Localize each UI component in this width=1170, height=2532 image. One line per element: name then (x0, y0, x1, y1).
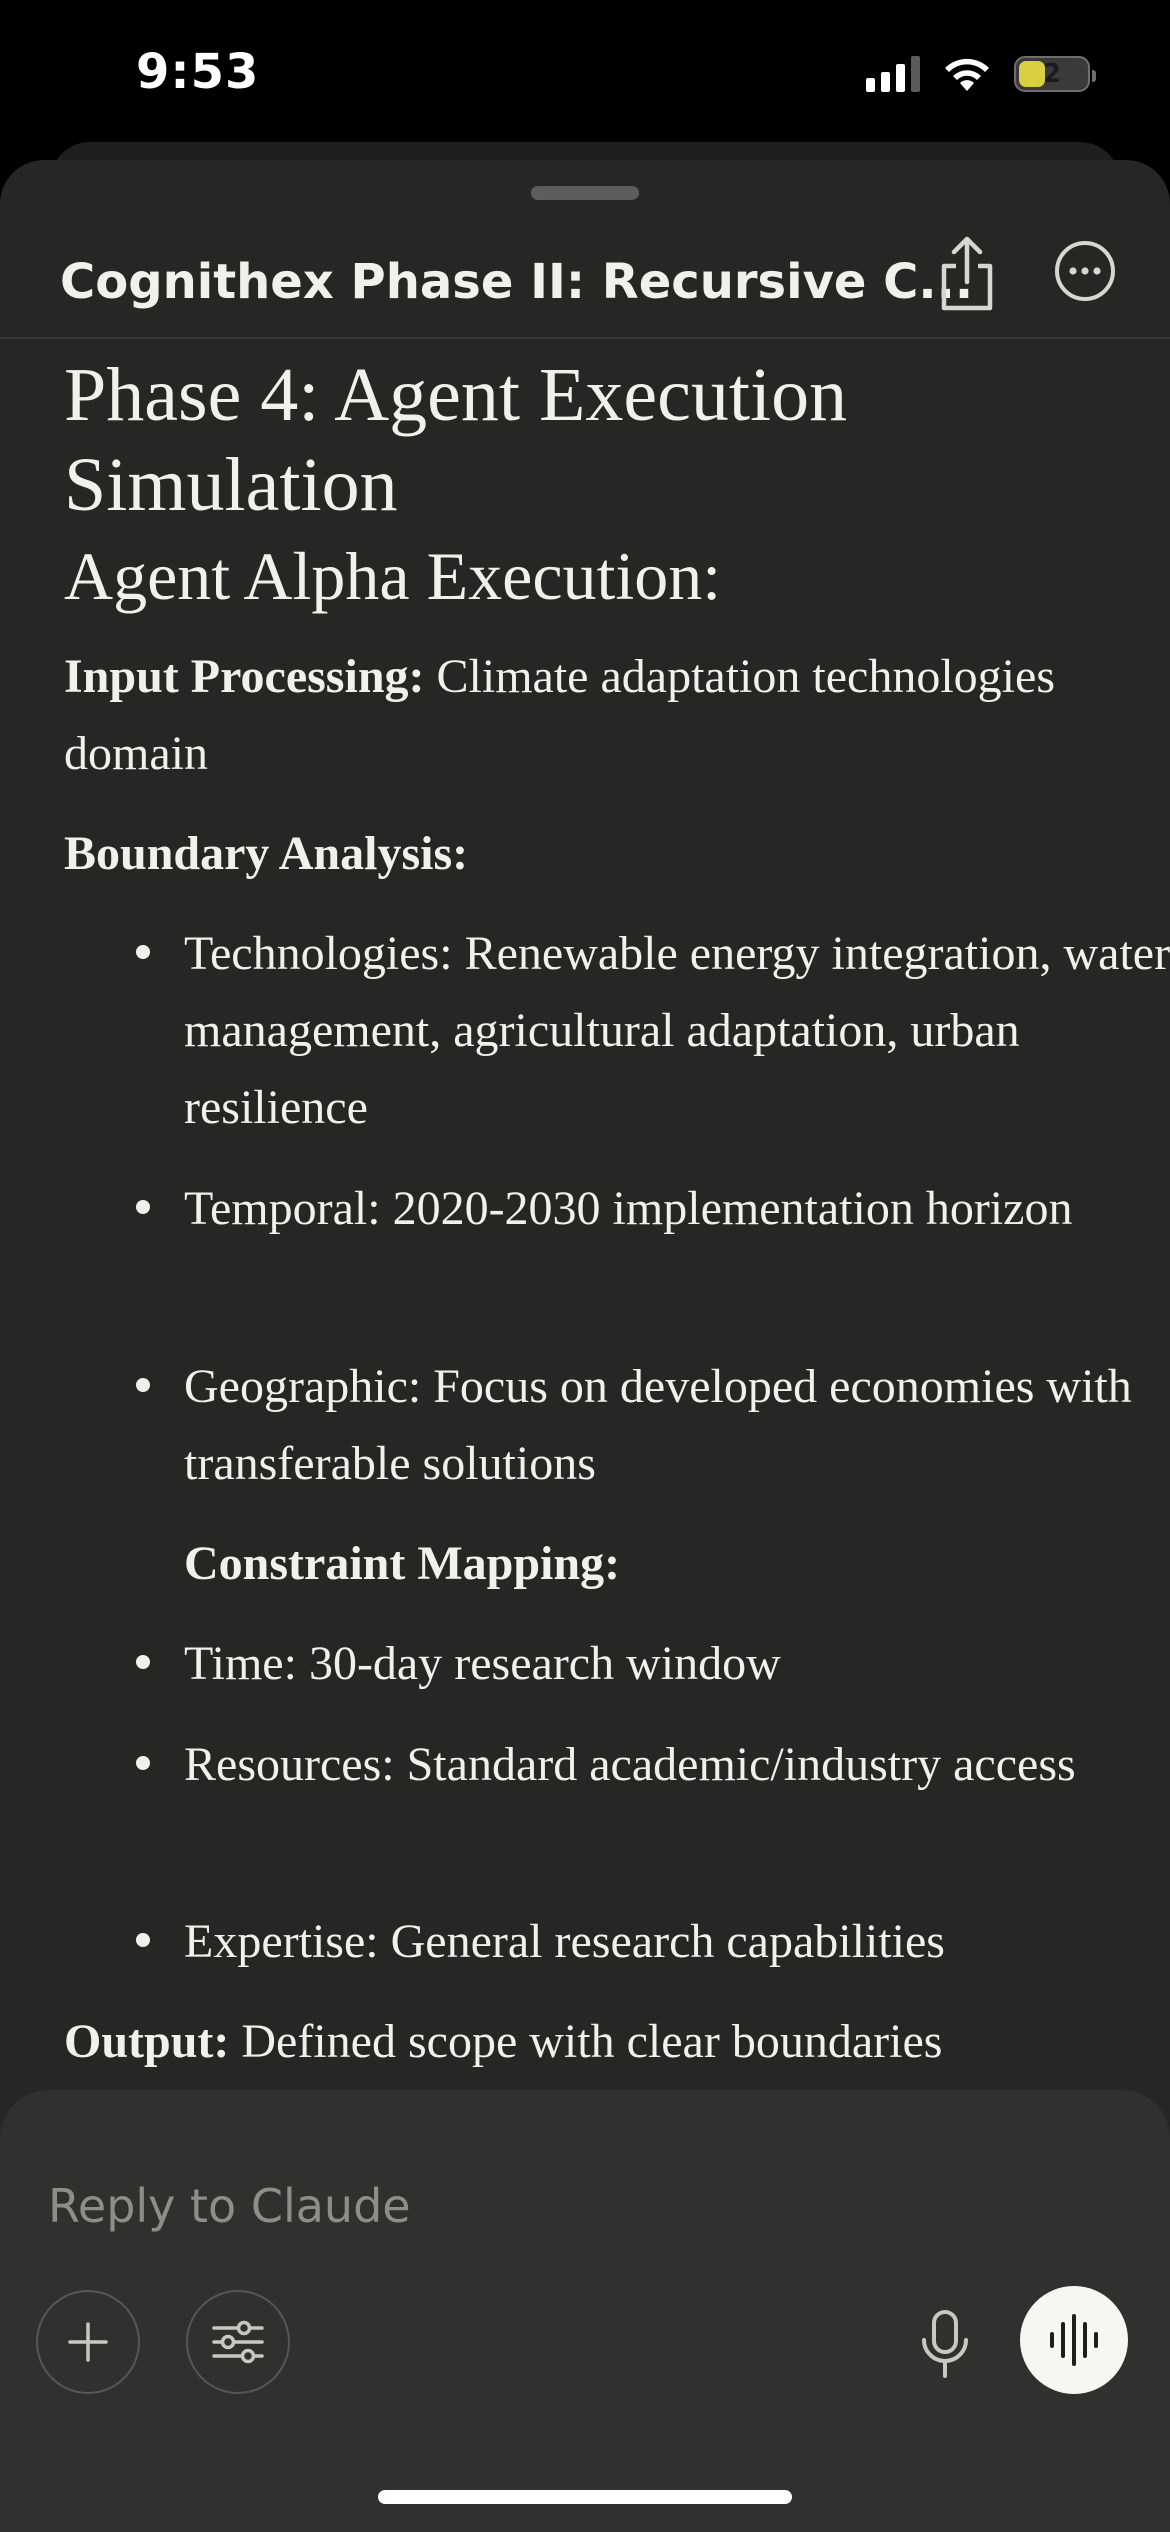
microphone-icon (922, 2310, 968, 2378)
bullet-dot (136, 1756, 150, 1770)
more-button[interactable] (1054, 240, 1116, 302)
status-time: 9:53 (136, 44, 260, 100)
input-processing-label: Input Processing: (64, 650, 425, 703)
share-icon (941, 236, 993, 311)
list-item-text: Resources: Standard academic/industry ac… (184, 1738, 1076, 1791)
sheet-grabber[interactable] (531, 186, 639, 200)
battery-level: 2 (1042, 59, 1062, 89)
list-item-text: Technologies: Renewable energy integrati… (184, 927, 1170, 1134)
chat-title[interactable]: Cognithex Phase II: Recursive C... (60, 254, 974, 310)
section-heading: Phase 4: Agent Execution Simulation (64, 353, 848, 527)
options-button[interactable] (186, 2290, 290, 2394)
voice-mode-icon (1050, 2314, 1098, 2366)
constraint-mapping-label: Constraint Mapping: (184, 1537, 621, 1590)
sliders-icon (212, 2320, 264, 2364)
microphone-button[interactable] (908, 2302, 982, 2388)
bullet-dot (136, 1378, 150, 1392)
list-item-text: Time: 30-day research window (184, 1637, 781, 1690)
status-icons: 2 (866, 52, 1096, 96)
header-divider (0, 337, 1170, 339)
battery-fill (1019, 61, 1045, 87)
more-icon (1055, 241, 1115, 301)
output-text: Defined scope with clear boundaries (229, 2015, 943, 2068)
chat-header: Cognithex Phase II: Recursive C... (0, 210, 1170, 338)
wifi-icon (945, 58, 989, 91)
add-attachment-button[interactable] (36, 2290, 140, 2394)
share-button[interactable] (932, 232, 1002, 316)
reply-input[interactable] (46, 2170, 950, 2242)
bullet-dot (136, 1200, 150, 1214)
cellular-signal-icon (866, 56, 920, 92)
status-bar: 9:53 2 (0, 0, 1170, 150)
battery-icon: 2 (1014, 56, 1096, 92)
output-paragraph: Output: Defined scope with clear boundar… (64, 2003, 1114, 2080)
list-item-text: Geographic: Focus on developed economies… (184, 1360, 1132, 1490)
plus-icon (68, 2322, 108, 2362)
boundary-analysis-label: Boundary Analysis: (64, 827, 469, 880)
list-item-text: Temporal: 2020-2030 implementation horiz… (184, 1182, 1073, 1235)
section-subheading: Agent Alpha Execution: (64, 538, 722, 614)
input-processing-text: Climate adaptation technologies domain (64, 650, 1055, 780)
home-indicator[interactable] (378, 2490, 792, 2504)
boundary-analysis-paragraph: Boundary Analysis: (64, 815, 1114, 892)
output-label: Output: (64, 2015, 230, 2068)
bullet-dot (136, 1933, 150, 1947)
bullet-dot (136, 945, 150, 959)
bullet-dot (136, 1655, 150, 1669)
composer (0, 2090, 1170, 2532)
list-item-text: Expertise: General research capabilities (184, 1915, 945, 1968)
input-processing-paragraph: Input Processing: Climate adaptation tec… (64, 638, 1114, 792)
voice-mode-button[interactable] (1020, 2286, 1128, 2394)
